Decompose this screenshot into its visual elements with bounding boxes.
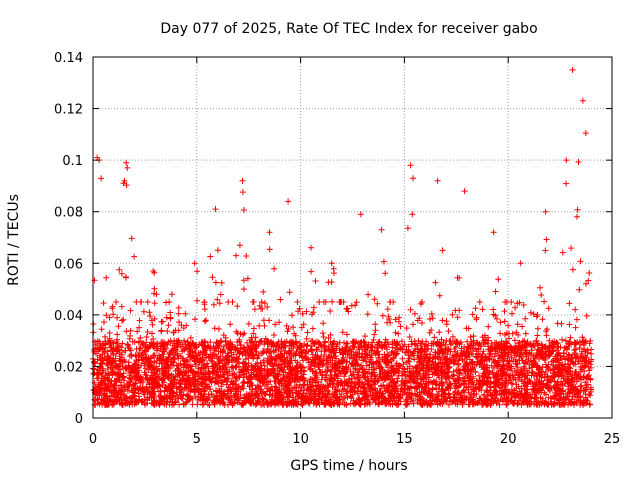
y-tick-label: 0.06 (54, 257, 83, 272)
roti-points (90, 66, 595, 409)
x-tick-label: 25 (604, 432, 621, 447)
y-axis-label: ROTI / TECUs (6, 194, 22, 286)
y-tick-label: 0.08 (54, 206, 83, 221)
x-tick-label: 10 (292, 432, 309, 447)
y-tick-label: 0.02 (54, 360, 83, 375)
x-tick-label: 0 (89, 432, 97, 447)
x-axis-label: GPS time / hours (290, 458, 407, 474)
y-tick-label: 0 (75, 412, 83, 427)
y-tick-label: 0.14 (54, 51, 83, 66)
x-tick-label: 20 (500, 432, 517, 447)
y-tick-label: 0.04 (54, 309, 83, 324)
y-tick-label: 0.12 (54, 103, 83, 118)
x-tick-label: 5 (193, 432, 201, 447)
chart-title: Day 077 of 2025, Rate Of TEC Index for r… (160, 21, 537, 37)
axis-ticks: 0 5 10 15 20 25 0 0.02 0.04 0.06 0.08 0.1 0.12 0.14 (54, 51, 620, 447)
y-tick-label: 0.1 (62, 154, 83, 169)
data-points (90, 66, 595, 409)
x-tick-label: 15 (396, 432, 413, 447)
plot-frame (92, 56, 613, 419)
